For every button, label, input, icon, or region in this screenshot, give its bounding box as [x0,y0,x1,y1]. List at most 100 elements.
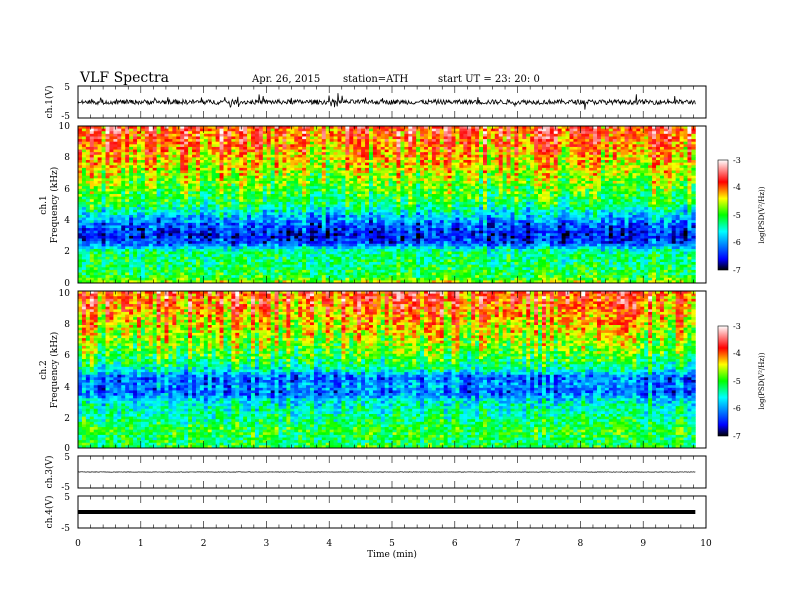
spectrogram-cell [223,152,227,155]
spectrogram-cell [357,160,361,163]
spectrogram-cell [322,147,326,150]
spectrogram-cell [212,202,216,205]
spectrogram-cell [239,163,243,166]
spectrogram-cell [318,186,322,189]
spectrogram-cell [141,207,145,210]
spectrogram-cell [440,163,444,166]
spectrogram-cell [129,191,133,194]
spectrogram-cell [161,144,165,147]
spectrogram-cell [416,163,420,166]
spectrogram-cell [361,139,365,142]
spectrogram-cell [507,194,511,197]
spectrogram-cell [353,134,357,137]
spectrogram-cell [86,139,90,142]
spectrogram-cell [137,139,141,142]
spectrogram-cell [404,181,408,184]
spectrogram-cell [420,134,424,137]
spectrogram-cell [330,168,334,171]
spectrogram-cell [562,134,566,137]
spectrogram-cell [483,184,487,187]
spectrogram-cell [78,199,82,202]
spectrogram-cell [471,186,475,189]
spectrogram-cell [625,152,629,155]
spectrogram-cell [467,170,471,173]
spectrogram-cell [180,197,184,200]
spectrogram-cell [605,178,609,181]
spectrogram-cell [212,176,216,179]
spectrogram-cell [302,202,306,205]
spectrogram-cell [648,157,652,160]
spectrogram-cell [573,139,577,142]
spectrogram-cell [530,134,534,137]
spectrogram-cell [448,139,452,142]
spectrogram-cell [444,202,448,205]
spectrogram-cell [267,170,271,173]
spectrogram-cell [412,131,416,134]
spectrogram-cell [621,144,625,147]
spectrogram-cell [570,202,574,205]
spectrogram-cell [255,202,259,205]
spectrogram-cell [593,147,597,150]
spectrogram-cell [263,207,267,210]
spectrogram-cell [109,155,113,158]
spectrogram-cell [554,157,558,160]
spectrogram-cell [483,186,487,189]
spectrogram-cell [546,155,550,158]
spectrogram-cell [78,152,82,155]
spectrogram-cell [286,163,290,166]
spectrogram-cell [330,136,334,139]
spectrogram-cell [117,155,121,158]
spectrogram-cell [609,189,613,192]
spectrogram-cell [94,199,98,202]
spectrogram-cell [314,150,318,153]
spectrogram-cell [656,176,660,179]
spectrogram-cell [601,173,605,176]
spectrogram-cell [381,147,385,150]
spectrogram-cell [180,134,184,137]
spectrogram-cell [275,160,279,163]
spectrogram-cell [212,147,216,150]
spectrogram-cell [168,202,172,205]
spectrogram-cell [216,205,220,208]
spectrogram-cell [330,199,334,202]
spectrogram-cell [318,170,322,173]
spectrogram-cell [334,150,338,153]
spectrogram-cell [593,186,597,189]
spectrogram-cell [471,129,475,132]
spectrogram-cell [349,199,353,202]
spectrogram-cell [597,150,601,153]
spectrogram-cell [338,168,342,171]
spectrogram-cell [408,181,412,184]
spectrogram-cell [452,202,456,205]
spectrogram-cell [593,155,597,158]
spectrogram-cell [621,170,625,173]
spectrogram-cell [503,147,507,150]
spectrogram-cell [133,147,137,150]
spectrogram-cell [432,173,436,176]
spectrogram-cell [432,142,436,145]
spectrogram-cell [499,129,503,132]
spectrogram-cell [271,129,275,132]
spectrogram-cell [172,178,176,181]
spectrogram-cell [566,147,570,150]
spectrogram-cell [550,134,554,137]
spectrogram-cell [566,160,570,163]
spectrogram-cell [597,163,601,166]
spectrogram-cell [491,155,495,158]
spectrogram-cell [511,186,515,189]
spectrogram-cell [129,202,133,205]
spectrogram-cell [404,191,408,194]
spectrogram-cell [239,186,243,189]
spectrogram-cell [491,134,495,137]
spectrogram-cell [530,178,534,181]
spectrogram-cell [279,191,283,194]
spectrogram-cell [341,157,345,160]
spectrogram-cell [636,131,640,134]
spectrogram-cell [483,134,487,137]
spectrogram-cell [184,136,188,139]
spectrogram-cell [570,152,574,155]
spectrogram-cell [573,202,577,205]
spectrogram-cell [286,191,290,194]
spectrogram-cell [86,160,90,163]
spectrogram-cell [322,178,326,181]
